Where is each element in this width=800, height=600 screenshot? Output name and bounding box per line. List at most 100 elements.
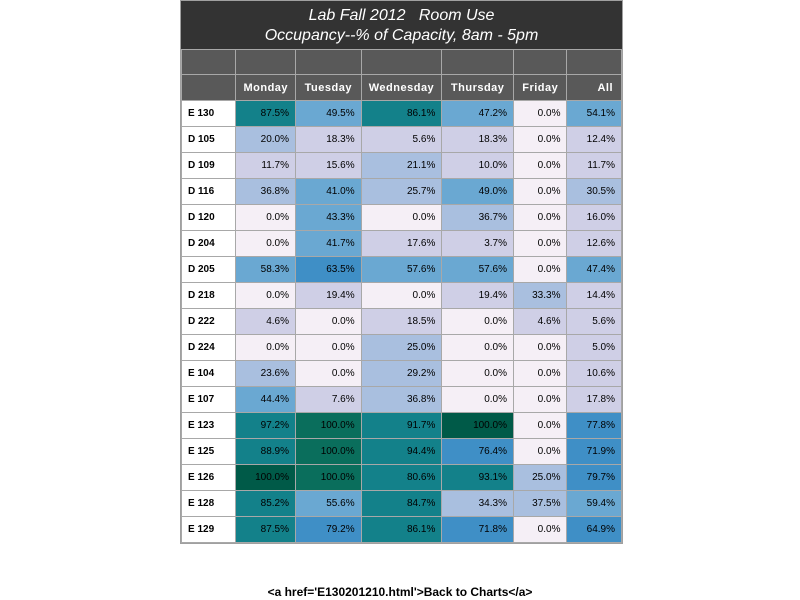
- table-row: D 222 4.6% 0.0% 18.5% 0.0% 4.6% 5.6%: [182, 309, 621, 334]
- occupancy-cell: 94.4%: [361, 439, 442, 464]
- occupancy-cell: 85.2%: [236, 491, 296, 516]
- header-blank-cell: [236, 50, 296, 74]
- column-header-friday: Friday: [513, 75, 567, 100]
- occupancy-cell: 36.7%: [442, 205, 513, 230]
- occupancy-cell: 100.0%: [442, 413, 513, 438]
- occupancy-cell: 0.0%: [513, 413, 567, 438]
- occupancy-cell: 21.1%: [361, 153, 442, 178]
- column-header-all: All: [567, 75, 621, 100]
- occupancy-cell: 0.0%: [513, 257, 567, 282]
- occupancy-cell: 19.4%: [296, 283, 361, 308]
- occupancy-cell: 57.6%: [361, 257, 442, 282]
- column-header-wednesday: Wednesday: [361, 75, 442, 100]
- occupancy-cell: 20.0%: [236, 127, 296, 152]
- occupancy-cell: 37.5%: [513, 491, 567, 516]
- table-header-row: Monday Tuesday Wednesday Thursday Friday…: [182, 75, 621, 100]
- table-row: D 120 0.0% 43.3% 0.0% 36.7% 0.0% 16.0%: [182, 205, 621, 230]
- table-row: D 109 11.7% 15.6% 21.1% 10.0% 0.0% 11.7%: [182, 153, 621, 178]
- column-header-tuesday: Tuesday: [296, 75, 361, 100]
- occupancy-cell: 86.1%: [361, 517, 442, 542]
- occupancy-cell: 18.3%: [442, 127, 513, 152]
- occupancy-cell: 17.8%: [567, 387, 621, 412]
- occupancy-cell: 97.2%: [236, 413, 296, 438]
- occupancy-cell: 0.0%: [513, 335, 567, 360]
- occupancy-cell: 19.4%: [442, 283, 513, 308]
- occupancy-cell: 0.0%: [513, 387, 567, 412]
- occupancy-cell: 30.5%: [567, 179, 621, 204]
- occupancy-cell: 87.5%: [236, 517, 296, 542]
- occupancy-cell: 79.7%: [567, 465, 621, 490]
- occupancy-cell: 18.3%: [296, 127, 361, 152]
- occupancy-cell: 0.0%: [442, 387, 513, 412]
- occupancy-cell: 18.5%: [361, 309, 442, 334]
- room-label: E 130: [182, 101, 236, 126]
- occupancy-cell: 3.7%: [442, 231, 513, 256]
- occupancy-cell: 47.2%: [442, 101, 513, 126]
- occupancy-cell: 0.0%: [442, 335, 513, 360]
- header-blank-cell: [567, 50, 621, 74]
- table-row: D 205 58.3% 63.5% 57.6% 57.6% 0.0% 47.4%: [182, 257, 621, 282]
- occupancy-cell: 7.6%: [296, 387, 361, 412]
- occupancy-cell: 0.0%: [513, 361, 567, 386]
- occupancy-cell: 17.6%: [361, 231, 442, 256]
- occupancy-cell: 34.3%: [442, 491, 513, 516]
- table-row: D 204 0.0% 41.7% 17.6% 3.7% 0.0% 12.6%: [182, 231, 621, 256]
- room-label: D 218: [182, 283, 236, 308]
- occupancy-cell: 64.9%: [567, 517, 621, 542]
- occupancy-cell: 11.7%: [567, 153, 621, 178]
- room-label: E 104: [182, 361, 236, 386]
- occupancy-cell: 0.0%: [361, 283, 442, 308]
- occupancy-cell: 0.0%: [236, 205, 296, 230]
- occupancy-cell: 84.7%: [361, 491, 442, 516]
- occupancy-cell: 0.0%: [513, 153, 567, 178]
- table-row: E 129 87.5% 79.2% 86.1% 71.8% 0.0% 64.9%: [182, 517, 621, 542]
- table-row: E 125 88.9% 100.0% 94.4% 76.4% 0.0% 71.9%: [182, 439, 621, 464]
- room-label: E 125: [182, 439, 236, 464]
- occupancy-cell: 10.0%: [442, 153, 513, 178]
- column-header-monday: Monday: [236, 75, 296, 100]
- table-row: E 123 97.2% 100.0% 91.7% 100.0% 0.0% 77.8%: [182, 413, 621, 438]
- table-row: D 218 0.0% 19.4% 0.0% 19.4% 33.3% 14.4%: [182, 283, 621, 308]
- occupancy-cell: 71.8%: [442, 517, 513, 542]
- occupancy-cell: 86.1%: [361, 101, 442, 126]
- table-row: D 105 20.0% 18.3% 5.6% 18.3% 0.0% 12.4%: [182, 127, 621, 152]
- table-row: E 126 100.0% 100.0% 80.6% 93.1% 25.0% 79.7%: [182, 465, 621, 490]
- occupancy-cell: 100.0%: [296, 413, 361, 438]
- occupancy-report: Lab Fall 2012 Room Use Occupancy--% of C…: [180, 0, 623, 544]
- occupancy-cell: 77.8%: [567, 413, 621, 438]
- occupancy-cell: 57.6%: [442, 257, 513, 282]
- room-label: E 123: [182, 413, 236, 438]
- occupancy-cell: 100.0%: [296, 465, 361, 490]
- table-row: E 128 85.2% 55.6% 84.7% 34.3% 37.5% 59.4%: [182, 491, 621, 516]
- room-label: E 128: [182, 491, 236, 516]
- occupancy-cell: 11.7%: [236, 153, 296, 178]
- occupancy-cell: 25.0%: [513, 465, 567, 490]
- occupancy-cell: 16.0%: [567, 205, 621, 230]
- header-blank-cell: [296, 50, 361, 74]
- occupancy-cell: 0.0%: [513, 205, 567, 230]
- occupancy-cell: 0.0%: [236, 335, 296, 360]
- occupancy-cell: 23.6%: [236, 361, 296, 386]
- occupancy-cell: 100.0%: [236, 465, 296, 490]
- header-blank-cell: [513, 50, 567, 74]
- occupancy-cell: 91.7%: [361, 413, 442, 438]
- occupancy-cell: 0.0%: [296, 309, 361, 334]
- back-to-charts-link[interactable]: <a href='E130201210.html'>Back to Charts…: [267, 585, 533, 599]
- occupancy-cell: 0.0%: [513, 231, 567, 256]
- table-row: D 224 0.0% 0.0% 25.0% 0.0% 0.0% 5.0%: [182, 335, 621, 360]
- room-label: D 222: [182, 309, 236, 334]
- occupancy-cell: 59.4%: [567, 491, 621, 516]
- occupancy-table: Monday Tuesday Wednesday Thursday Friday…: [181, 49, 622, 543]
- occupancy-cell: 58.3%: [236, 257, 296, 282]
- occupancy-cell: 88.9%: [236, 439, 296, 464]
- occupancy-cell: 0.0%: [513, 127, 567, 152]
- room-label: D 120: [182, 205, 236, 230]
- occupancy-cell: 25.0%: [361, 335, 442, 360]
- room-label: E 126: [182, 465, 236, 490]
- room-label: D 205: [182, 257, 236, 282]
- occupancy-cell: 71.9%: [567, 439, 621, 464]
- occupancy-cell: 0.0%: [513, 101, 567, 126]
- report-title-line1: Lab Fall 2012 Room Use: [308, 7, 495, 24]
- occupancy-cell: 76.4%: [442, 439, 513, 464]
- occupancy-cell: 0.0%: [442, 309, 513, 334]
